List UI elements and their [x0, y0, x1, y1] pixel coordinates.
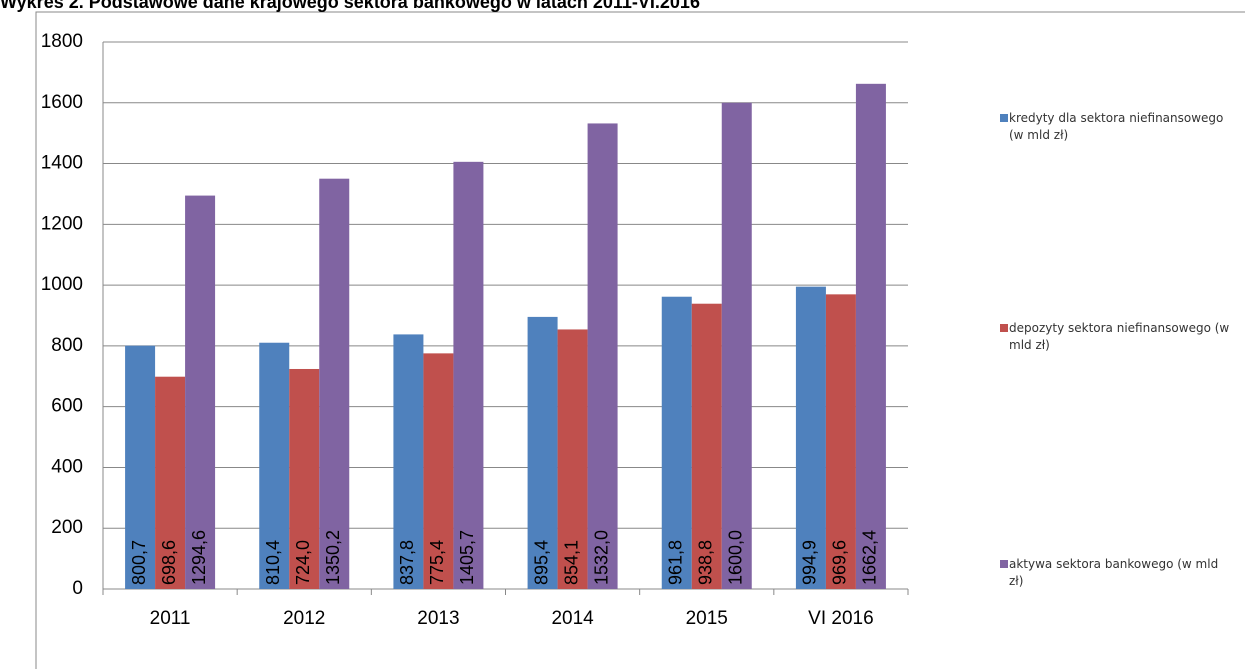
bar [289, 368, 320, 589]
bar [661, 296, 692, 589]
legend-label: kredyty dla sektora niefinansowego (w ml… [1009, 111, 1224, 142]
data-label: 994,9 [800, 540, 820, 585]
data-label: 810,4 [263, 540, 283, 585]
legend-swatch [1000, 560, 1008, 568]
x-tick-label: 2012 [283, 608, 325, 629]
legend-swatch [1000, 114, 1008, 122]
bar [185, 195, 216, 589]
bar [825, 294, 856, 589]
data-label: 800,7 [129, 540, 149, 585]
data-label: 1294,6 [189, 530, 209, 585]
data-label: 969,6 [830, 540, 850, 585]
x-tick-label: VI 2016 [808, 608, 874, 629]
data-label: 698,6 [159, 540, 179, 585]
bar [557, 329, 588, 589]
x-tick-label: 2011 [150, 608, 191, 629]
bar [527, 316, 558, 589]
x-tick-label: 2014 [551, 608, 594, 629]
bar [393, 334, 424, 589]
bar [155, 376, 186, 589]
data-label: 1405,7 [457, 530, 477, 585]
bar [855, 83, 886, 589]
legend-label: depozyty sektora niefinansowego (w mld z… [1009, 321, 1230, 352]
y-tick-label: 1800 [41, 31, 83, 52]
y-tick-label: 1400 [41, 153, 83, 174]
legend-swatch [1000, 324, 1008, 332]
data-label: 895,4 [531, 540, 551, 585]
chart-frame [35, 11, 1245, 669]
legend-item: depozyty sektora niefinansowego (w mld z… [1000, 320, 1235, 354]
y-tick-label: 1600 [41, 92, 83, 113]
y-tick-label: 1200 [41, 213, 83, 234]
bar [453, 161, 484, 589]
bar [259, 342, 290, 589]
data-label: 1600,0 [726, 530, 746, 585]
bar [423, 353, 454, 589]
legend-item: kredyty dla sektora niefinansowego (w ml… [1000, 110, 1235, 144]
x-tick-label: 2015 [686, 608, 728, 629]
bar [319, 178, 350, 590]
data-label: 854,1 [561, 540, 581, 585]
data-label: 837,8 [397, 540, 417, 585]
legend-item: aktywa sektora bankowego (w mld zł) [1000, 556, 1235, 590]
bar [125, 345, 156, 589]
data-label: 961,8 [666, 540, 686, 585]
chart-title: Wykres 2. Podstawowe dane krajowego sekt… [0, 0, 700, 12]
y-tick-label: 200 [51, 517, 83, 538]
y-tick-label: 0 [72, 578, 83, 599]
data-label: 1662,4 [860, 530, 880, 585]
bar [587, 123, 618, 589]
data-label: 775,4 [427, 540, 447, 585]
bar [721, 102, 752, 590]
data-label: 1350,2 [323, 530, 343, 585]
data-label: 938,8 [696, 540, 716, 585]
x-tick-label: 2013 [417, 608, 459, 629]
bar [691, 303, 722, 589]
data-label: 724,0 [293, 540, 313, 585]
y-tick-label: 1000 [41, 274, 83, 295]
y-tick-label: 600 [51, 396, 83, 417]
data-label: 1532,0 [591, 530, 611, 585]
legend-label: aktywa sektora bankowego (w mld zł) [1009, 557, 1219, 588]
y-tick-label: 400 [51, 456, 83, 477]
y-tick-label: 800 [51, 335, 83, 356]
bar [795, 286, 826, 589]
